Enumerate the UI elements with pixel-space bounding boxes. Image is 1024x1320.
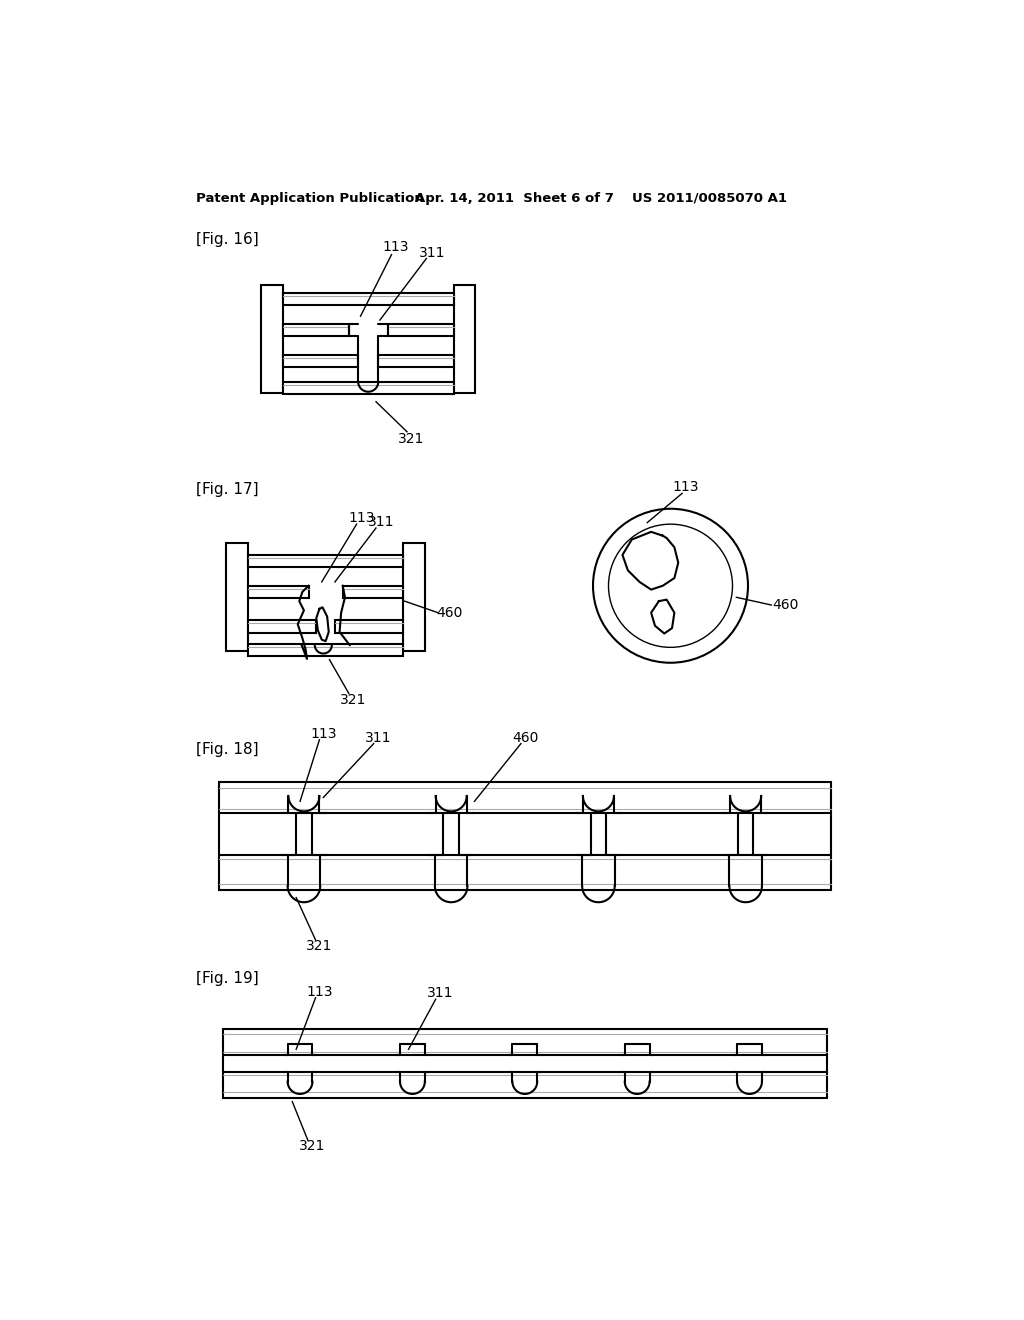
- Bar: [283, 381, 454, 395]
- Bar: [388, 323, 454, 337]
- Text: [Fig. 16]: [Fig. 16]: [197, 232, 259, 247]
- Text: 321: 321: [397, 432, 424, 446]
- Text: 113: 113: [673, 480, 699, 494]
- Bar: [454, 285, 475, 393]
- Text: 311: 311: [369, 515, 394, 529]
- Text: 113: 113: [310, 727, 337, 742]
- Text: 311: 311: [427, 986, 454, 1001]
- Bar: [283, 293, 454, 305]
- Text: 460: 460: [512, 731, 539, 746]
- Bar: [403, 544, 425, 651]
- Bar: [283, 323, 349, 337]
- Text: 113: 113: [306, 985, 333, 998]
- Bar: [378, 355, 454, 367]
- Bar: [248, 644, 403, 656]
- Text: 460: 460: [436, 606, 463, 619]
- Text: 113: 113: [382, 240, 409, 253]
- Text: [Fig. 18]: [Fig. 18]: [197, 742, 259, 758]
- Text: 113: 113: [349, 511, 376, 525]
- Bar: [283, 355, 358, 367]
- Bar: [219, 781, 830, 890]
- Bar: [222, 1028, 827, 1098]
- Text: US 2011/0085070 A1: US 2011/0085070 A1: [632, 191, 786, 205]
- Text: Patent Application Publication: Patent Application Publication: [197, 191, 424, 205]
- Bar: [248, 620, 316, 632]
- Text: 311: 311: [419, 246, 445, 260]
- Bar: [335, 620, 403, 632]
- Bar: [261, 285, 283, 393]
- Bar: [343, 586, 403, 598]
- Bar: [226, 544, 248, 651]
- Text: 321: 321: [306, 939, 333, 953]
- Text: [Fig. 19]: [Fig. 19]: [197, 972, 259, 986]
- Text: 460: 460: [772, 598, 799, 612]
- Text: 321: 321: [340, 693, 366, 708]
- Bar: [248, 554, 403, 568]
- Text: 321: 321: [298, 1139, 325, 1154]
- Bar: [248, 586, 308, 598]
- Text: 311: 311: [366, 731, 391, 746]
- Text: [Fig. 17]: [Fig. 17]: [197, 482, 259, 498]
- Text: Apr. 14, 2011  Sheet 6 of 7: Apr. 14, 2011 Sheet 6 of 7: [415, 191, 613, 205]
